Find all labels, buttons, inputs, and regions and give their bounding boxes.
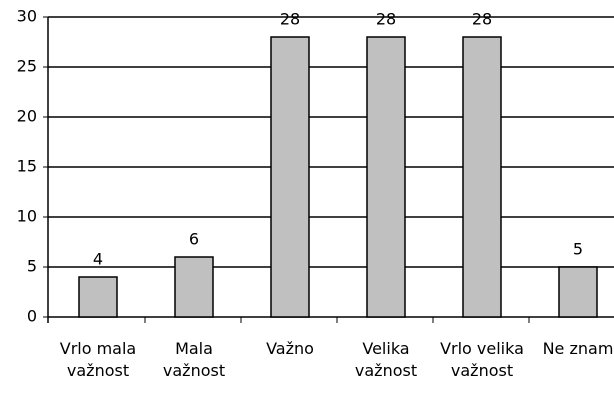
x-tick-label: Važno xyxy=(266,339,314,358)
x-tick-label: Ne znam xyxy=(542,339,614,358)
x-tick-label: Vrlo velika važnost xyxy=(440,339,524,380)
bar xyxy=(174,256,214,318)
bar xyxy=(462,36,502,318)
bar xyxy=(366,36,406,318)
data-label: 5 xyxy=(573,240,583,259)
y-tick-label: 20 xyxy=(17,107,37,126)
y-tick-label: 30 xyxy=(17,7,37,26)
data-label: 28 xyxy=(280,10,300,29)
x-tick-label: Velika važnost xyxy=(354,339,418,380)
x-tick-label: Vrlo mala važnost xyxy=(59,339,137,380)
x-tick-label: Mala važnost xyxy=(162,339,226,380)
bar xyxy=(78,276,118,318)
y-tick-label: 25 xyxy=(17,57,37,76)
y-tick-label: 10 xyxy=(17,207,37,226)
data-label: 6 xyxy=(189,230,199,249)
data-label: 28 xyxy=(376,10,396,29)
bar xyxy=(270,36,310,318)
data-label: 4 xyxy=(93,250,103,269)
bar xyxy=(558,266,598,318)
y-tick-label: 0 xyxy=(27,307,37,326)
y-tick-label: 5 xyxy=(27,257,37,276)
data-label: 28 xyxy=(472,10,492,29)
y-tick-label: 15 xyxy=(17,157,37,176)
